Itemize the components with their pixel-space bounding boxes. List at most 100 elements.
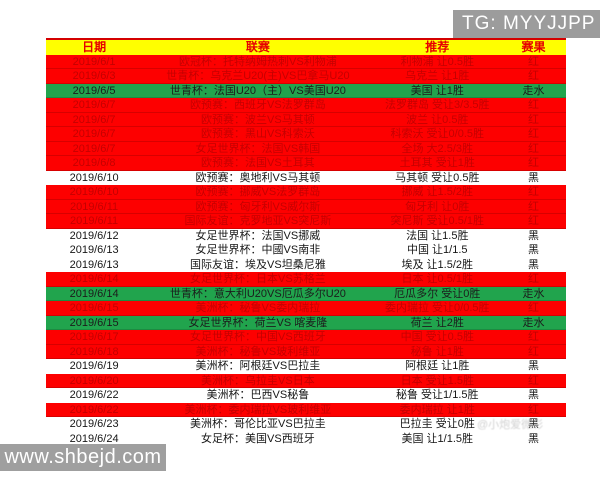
- pick-cell: 美国 让1胜: [410, 84, 464, 97]
- table-row: 2019/6/5 世青杯：法国U20（主）VS美国U20 美国 让1胜 走水: [46, 83, 566, 98]
- date-cell: 2019/6/7: [72, 128, 116, 140]
- league-cell: 欧预赛：波兰VS马其顿: [201, 113, 315, 126]
- table-row: 2019/6/10 欧预赛：奥地利VS马其顿 马其顿 受让0.5胜 黑: [46, 170, 566, 185]
- table-row: 2019/6/7 欧预赛：西班牙VS法罗群岛 法罗群岛 受让3/3.5胜 红: [46, 98, 566, 113]
- league-cell: 世青杯：意大利U20VS厄瓜多尔U20: [169, 287, 346, 300]
- league-cell: 美洲杯：委内瑞拉VS玻利维亚: [184, 403, 332, 416]
- date-cell: 2019/6/17: [69, 331, 119, 343]
- league-cell: 国际友谊：克罗地亚VS突尼斯: [184, 215, 332, 227]
- table-row: 2019/6/22 美洲杯：委内瑞拉VS玻利维亚 委内瑞拉 让1胜 红: [46, 402, 566, 417]
- date-cell: 2019/6/11: [70, 200, 119, 213]
- table-row: 2019/6/14 女足世界杯：日本VS苏格兰 日本 让0.5/1胜 红: [46, 272, 566, 287]
- pick-cell: 挪威 让1.5/2胜: [401, 186, 474, 198]
- pick-cell: 全场 大2.5/3胜: [401, 142, 474, 155]
- league-cell: 欧预赛：法国VS土耳其: [201, 157, 315, 169]
- pick-cell: 土耳其 受让1胜: [399, 157, 475, 169]
- result-cell: 红: [527, 113, 539, 126]
- table-row: 2019/6/24 女足杯：美国VS西班牙 美国 让1/1.5胜 黑: [46, 431, 566, 446]
- pick-cell: 委内瑞拉 受让0/0.5胜: [385, 302, 490, 314]
- league-cell: 世青杯：法国U20（主）VS美国U20: [169, 84, 346, 97]
- pick-cell: 委内瑞拉 让1胜: [399, 403, 475, 416]
- league-cell: 美洲杯：巴西VS秘鲁: [206, 389, 310, 401]
- date-cell: 2019/6/13: [69, 258, 119, 271]
- result-cell: 红: [527, 142, 539, 155]
- table-row: 2019/6/22 美洲杯：巴西VS秘鲁 秘鲁 受让1/1.5胜 黑: [46, 388, 566, 403]
- result-cell: 红: [527, 55, 539, 68]
- pick-cell: 匈牙利 让0胜: [405, 200, 470, 213]
- date-cell: 2019/6/8: [72, 157, 116, 169]
- date-cell: 2019/6/7: [72, 113, 116, 126]
- result-cell: 红: [527, 374, 539, 387]
- table-row: 2019/6/12 女足世界杯：法国VS挪威 法国 让1.5胜 黑: [46, 228, 566, 243]
- date-cell: 2019/6/24: [69, 432, 119, 445]
- date-cell: 2019/6/22: [69, 389, 119, 401]
- result-cell: 红: [527, 273, 539, 285]
- league-cell: 美洲杯：阿根廷VS巴拉圭: [195, 360, 321, 372]
- result-cell: 黑: [527, 229, 539, 242]
- date-cell: 2019/6/10: [69, 171, 119, 184]
- result-cell: 黑: [527, 258, 539, 271]
- date-cell: 2019/6/12: [69, 229, 119, 242]
- result-cell: 红: [527, 331, 539, 343]
- site-watermark-text: www.shbejd.com: [4, 446, 162, 468]
- header-league: 联赛: [245, 40, 270, 54]
- result-cell: 红: [527, 345, 539, 358]
- result-cell: 红: [527, 157, 539, 169]
- pick-cell: 秘鲁 受让1/1.5胜: [396, 389, 479, 401]
- pick-cell: 中国 让1/1.5: [407, 244, 468, 256]
- league-cell: 欧预赛：奥地利VS马其顿: [195, 171, 321, 184]
- league-cell: 美洲杯：乌拉圭VS日本: [201, 374, 315, 387]
- pick-cell: 埃及 让1.5/2胜: [401, 258, 474, 271]
- table-row: 2019/6/11 国际友谊：克罗地亚VS突尼斯 突尼斯 受让0.5/1胜 红: [46, 214, 566, 229]
- header-date: 日期: [82, 40, 107, 54]
- date-cell: 2019/6/1: [72, 55, 116, 68]
- date-cell: 2019/6/19: [69, 360, 119, 372]
- pick-cell: 科索沃 受让0/0.5胜: [390, 128, 485, 140]
- site-watermark: www.shbejd.com: [0, 444, 166, 471]
- table-row: 2019/6/8 欧预赛：法国VS土耳其 土耳其 受让1胜 红: [46, 156, 566, 171]
- league-cell: 欧预赛：匈牙利VS威尔斯: [195, 200, 321, 213]
- league-cell: 女足世界杯：中国VS西班牙: [190, 331, 326, 343]
- date-cell: 2019/6/20: [69, 374, 119, 387]
- result-cell: 走水: [522, 84, 545, 97]
- pick-cell: 日本 让0.5/1胜: [401, 273, 474, 285]
- pick-cell: 日本 受让1.5胜: [400, 374, 474, 387]
- result-cell: 红: [527, 186, 539, 198]
- table-row: 2019/6/23 美洲杯：哥伦比亚VS巴拉圭 巴拉圭 受让0胜 黑: [46, 417, 566, 432]
- date-cell: 2019/6/23: [69, 418, 119, 430]
- league-cell: 欧预赛：黑山VS科索沃: [201, 128, 315, 140]
- table-row: 2019/6/13 国际友谊：埃及VS坦桑尼雅 埃及 让1.5/2胜 黑: [46, 257, 566, 272]
- table-row: 2019/6/10 欧预赛：挪威VS法罗群岛 挪威 让1.5/2胜 红: [46, 185, 566, 200]
- table-row: 2019/6/3 世青杯：乌克兰U20(主)VS巴拿马U20 乌克兰 让1胜 红: [46, 69, 566, 84]
- pick-cell: 中国 受让0.5胜: [400, 331, 474, 343]
- league-cell: 女足世界杯：荷兰VS 喀麦隆: [188, 316, 328, 329]
- date-cell: 2019/6/11: [70, 215, 119, 227]
- result-cell: 黑: [527, 432, 539, 445]
- pick-cell: 美国 让1/1.5胜: [401, 432, 474, 445]
- result-cell: 走水: [522, 316, 545, 329]
- table-row: 2019/6/15 美洲杯：秘鲁VS委内瑞拉 委内瑞拉 受让0/0.5胜 红: [46, 301, 566, 316]
- pick-cell: 厄瓜多尔 受让0胜: [394, 287, 481, 300]
- table-row: 2019/6/14 世青杯：意大利U20VS厄瓜多尔U20 厄瓜多尔 受让0胜 …: [46, 286, 566, 301]
- pick-cell: 利物浦 让0.5胜: [400, 55, 474, 68]
- pick-cell: 法国 让1.5胜: [406, 229, 469, 242]
- result-cell: 红: [527, 70, 539, 82]
- result-cell: 红: [527, 99, 539, 111]
- date-cell: 2019/6/13: [69, 244, 119, 256]
- table-row: 2019/6/7 欧预赛：波兰VS马其顿 波兰 让0.5胜 红: [46, 112, 566, 127]
- header-pick: 推荐: [425, 40, 450, 54]
- result-cell: 黑: [527, 244, 539, 256]
- result-cell: 黑: [527, 418, 539, 430]
- league-cell: 女足世界杯：中國VS南非: [195, 244, 321, 256]
- pick-cell: 波兰 让0.5胜: [406, 113, 469, 126]
- table-row: 2019/6/18 美洲杯：秘鲁VS玻利维亚 秘鲁 让1胜 红: [46, 344, 566, 359]
- result-cell: 红: [527, 302, 539, 314]
- date-cell: 2019/6/5: [72, 84, 116, 97]
- table-row: 2019/6/11 欧预赛：匈牙利VS威尔斯 匈牙利 让0胜 红: [46, 199, 566, 214]
- tg-badge-text: TG: MYYJJPP: [462, 13, 596, 34]
- results-table: 日期 联赛 推荐 赛果 2019/6/1 欧冠杯：托特纳姆热刺VS利物浦 利物浦…: [46, 38, 566, 446]
- league-cell: 国际友谊：埃及VS坦桑尼雅: [190, 258, 326, 271]
- result-cell: 走水: [522, 287, 545, 300]
- table-row: 2019/6/13 女足世界杯：中國VS南非 中国 让1/1.5 黑: [46, 243, 566, 258]
